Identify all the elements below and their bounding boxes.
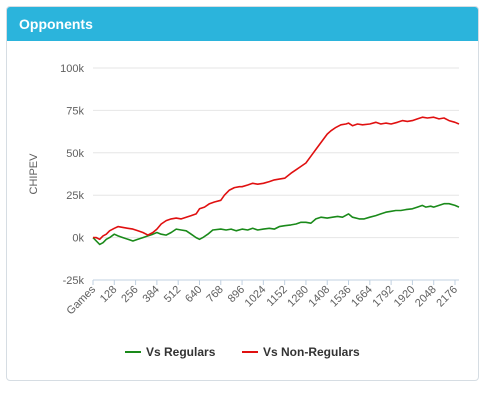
x-tick-label: 1792 [370,284,396,310]
x-tick-label: 512 [162,284,183,305]
x-tick-label: 1408 [307,284,333,310]
series-line-non-regulars [93,116,460,241]
opponents-line-chart: -25k 0k 25k 50k 75k 100k Games 128 256 384 512 640 7… [28,63,460,359]
x-tick-label: 1664 [349,284,375,310]
y-tick-label: 75k [66,105,84,117]
chart-area: -25k 0k 25k 50k 75k 100k Games 128 256 384 512 640 7… [7,41,478,380]
x-tick-label: 1280 [285,284,311,310]
legend-item-non-regulars-label[interactable]: Vs Non-Regulars [263,345,360,359]
y-tick-label: 100k [60,63,84,75]
x-tick-label: 1024 [243,284,269,310]
x-tick-label: 768 [204,284,225,305]
x-tick-label: 2176 [434,284,460,310]
x-tick-label: 384 [141,284,162,305]
x-tick-label: 2048 [413,284,439,310]
opponents-panel: Opponents -25k 0k 25k 50k 75k 100k Games 128 256… [6,6,479,381]
panel-title: Opponents [7,7,478,41]
y-tick-label: -25k [63,275,85,287]
x-tick-label: 640 [183,284,204,305]
series-line-regulars [92,202,460,246]
y-tick-label: 50k [66,148,84,160]
x-tick-label: 256 [119,284,140,305]
y-tick-label: 0k [72,233,84,245]
legend-item-regulars-label[interactable]: Vs Regulars [146,345,216,359]
y-axis-label: CHIPEV [28,153,40,195]
x-tick-label: Games [65,283,99,317]
x-tick-label: 1920 [392,284,418,310]
x-tick-label: 1152 [265,284,290,309]
x-tick-label: 1536 [328,284,354,310]
x-tick-label: 128 [98,284,119,305]
y-tick-label: 25k [66,190,84,202]
